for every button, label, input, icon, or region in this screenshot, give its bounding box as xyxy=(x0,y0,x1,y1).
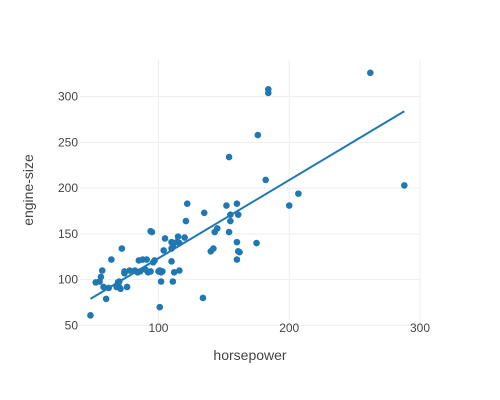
data-point[interactable] xyxy=(136,268,144,275)
data-point[interactable] xyxy=(169,243,177,251)
gridlines xyxy=(80,60,421,330)
data-points[interactable] xyxy=(87,69,408,319)
data-point[interactable] xyxy=(225,228,233,236)
data-point[interactable] xyxy=(262,176,269,184)
data-point[interactable] xyxy=(118,245,126,252)
data-point[interactable] xyxy=(170,269,178,276)
data-point[interactable] xyxy=(225,153,233,161)
data-point[interactable] xyxy=(181,234,188,241)
data-point[interactable] xyxy=(233,238,241,246)
data-point[interactable] xyxy=(182,217,190,225)
data-point[interactable] xyxy=(295,190,302,197)
data-point[interactable] xyxy=(199,294,207,302)
data-point[interactable] xyxy=(223,202,230,209)
x-axis-title: horsepower xyxy=(213,347,286,363)
data-point[interactable] xyxy=(214,225,221,232)
data-point[interactable] xyxy=(176,239,183,247)
data-point[interactable] xyxy=(233,256,241,263)
x-tick-label: 200 xyxy=(279,321,299,335)
data-point[interactable] xyxy=(183,200,191,207)
data-point[interactable] xyxy=(254,131,262,139)
data-point[interactable] xyxy=(147,268,154,275)
data-point[interactable] xyxy=(121,269,128,277)
data-point[interactable] xyxy=(156,303,164,311)
y-axis-title: engine-size xyxy=(20,154,36,226)
data-point[interactable] xyxy=(126,267,133,274)
data-point[interactable] xyxy=(151,257,158,264)
data-point[interactable] xyxy=(157,278,165,285)
x-tick-label: 100 xyxy=(148,321,168,335)
data-point[interactable] xyxy=(174,233,182,240)
y-tick-label: 150 xyxy=(58,227,78,241)
data-point[interactable] xyxy=(285,202,293,209)
data-point[interactable] xyxy=(227,217,234,225)
data-point[interactable] xyxy=(159,268,166,275)
data-point[interactable] xyxy=(227,211,234,218)
data-point[interactable] xyxy=(176,267,183,274)
y-tick-label: 300 xyxy=(58,90,78,104)
data-point[interactable] xyxy=(200,209,208,217)
data-point[interactable] xyxy=(97,273,105,281)
tick-labels: 100 200 300 50 100 150 200 250 300 xyxy=(58,90,430,335)
data-point[interactable] xyxy=(367,69,374,77)
x-tick-label: 300 xyxy=(410,321,430,335)
data-point[interactable] xyxy=(117,285,124,293)
y-tick-label: 100 xyxy=(58,273,78,287)
data-point[interactable] xyxy=(233,200,241,207)
data-point[interactable] xyxy=(143,256,150,263)
data-point[interactable] xyxy=(98,267,106,274)
data-point[interactable] xyxy=(105,284,113,292)
data-point[interactable] xyxy=(87,312,94,319)
y-tick-label: 250 xyxy=(58,135,78,149)
data-point[interactable] xyxy=(123,283,131,291)
y-tick-label: 50 xyxy=(65,318,79,332)
data-point[interactable] xyxy=(236,248,243,256)
y-tick-label: 200 xyxy=(58,181,78,195)
data-point[interactable] xyxy=(148,228,156,236)
data-point[interactable] xyxy=(401,182,408,189)
data-point[interactable] xyxy=(168,258,175,265)
data-point[interactable] xyxy=(115,278,123,285)
data-point[interactable] xyxy=(100,283,107,291)
data-point[interactable] xyxy=(102,295,110,303)
data-point[interactable] xyxy=(210,245,217,252)
data-point[interactable] xyxy=(253,239,260,247)
data-point[interactable] xyxy=(234,211,242,218)
data-point[interactable] xyxy=(169,278,177,285)
data-point[interactable] xyxy=(265,85,272,93)
data-point[interactable] xyxy=(108,256,115,263)
data-point[interactable] xyxy=(160,247,167,254)
data-point[interactable] xyxy=(161,235,169,242)
